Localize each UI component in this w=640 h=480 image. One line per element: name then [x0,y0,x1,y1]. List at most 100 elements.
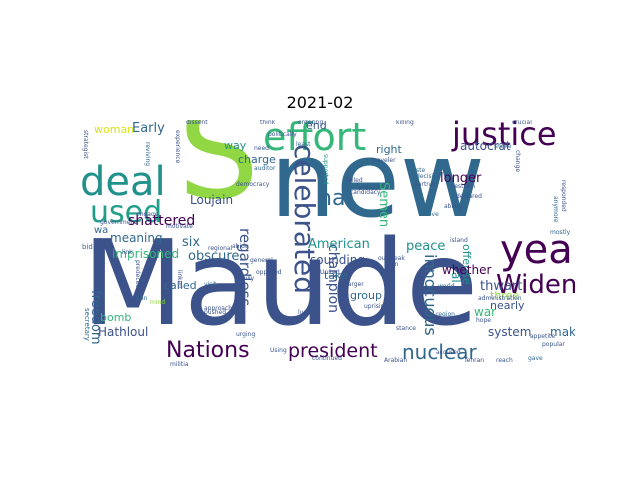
word-region: region [436,311,455,318]
word-move: move [422,211,439,218]
word-bomb: bomb [100,311,132,324]
word-longer: longer [440,171,482,186]
word-stance: stance [396,325,416,332]
word-crucial: crucial [512,120,532,126]
word-link: link [122,249,133,256]
word-regional: regional [208,245,233,252]
word-hasn: hasn [384,261,399,268]
word-innocuous: innocuous [421,254,440,336]
word-strategist: strategist [82,130,89,159]
word-thwart: thwart [480,279,523,294]
word-restrain: restrain [452,183,476,190]
word-partner: partner [414,181,437,188]
word-nations: Nations [166,338,250,363]
word-anymore: anymore [552,196,559,223]
word-auditor: auditor [254,165,276,172]
word-regardless: regardless [236,228,254,307]
word-president: president [288,340,378,362]
word-approach: approach [204,305,233,312]
word-year: year [500,227,575,273]
word-celebrated: celebrated [288,144,321,295]
word-declared: declared [456,193,482,200]
word-system: system [488,325,532,339]
word-engage: engage [136,211,159,218]
word-peace: peace [406,239,446,254]
word-bid: bid [82,243,93,251]
word-candidacy: candidacy [350,189,381,196]
word-early: Early [132,121,165,136]
word-hope: hope [476,317,491,324]
word-failed: failed [346,177,363,184]
word-autocrat: autocrat [460,139,511,153]
word-widen: Widen [496,270,575,300]
word-secretary: secretary [83,308,91,341]
word-meaning: meaning [110,231,163,245]
word-larger: larger [346,281,364,288]
word-experience: experience [174,130,181,164]
word-obscure: obscure [188,249,240,264]
word-take: take [324,269,348,282]
word-group: group [350,289,382,302]
word-killing: killing [396,120,414,126]
word-wa: wa [94,225,109,236]
word-end: end [306,120,327,132]
word-predecessor: predecessor [134,260,141,297]
word-appetite: appetite [530,333,556,340]
word-reach: reach [496,357,513,364]
word-ordering: ordering [298,120,324,126]
word-administration: administration [478,295,522,302]
word-charge: charge [238,153,276,166]
word-nearly: nearly [490,299,525,312]
word-least: least [296,141,311,148]
word-tehran: Tehran [464,357,485,364]
word-mind: mind [150,299,166,306]
word-outbreak: outbreak [378,255,405,262]
word-reviving: reviving [144,142,151,167]
word-decision: decision [416,173,441,180]
word-popular: popular [542,341,565,348]
word-war: war [474,305,497,319]
word-cloud: S Maude new effort justice deal used yea… [80,120,575,368]
word-need: need [254,145,269,152]
word-united: United [320,269,340,276]
word-justice: justice [452,120,557,153]
word-ability: ability [444,203,463,210]
word-using: Using [270,347,287,354]
word-government: government [100,219,137,226]
word-make: make [550,325,575,339]
word-arabian: Arabian [384,357,408,364]
word-new: new [270,120,485,241]
word-ha: ha [318,186,346,211]
word-without: without [358,185,381,192]
word-imprisoned: imprisoned [112,247,180,261]
word-ran: Ran [136,295,148,302]
word-whether: whether [442,263,492,277]
word-uprising: uprising [364,303,389,310]
word-accused: accused [436,349,461,356]
word-mostly: mostly [550,229,571,236]
word-six: six [182,235,201,250]
word-democracy: democracy [236,181,270,188]
word-dissent: dissent [186,120,208,126]
word-pushed: pushed [204,309,227,316]
word-opposed: opposed [256,269,282,276]
word-luxury: luxury [298,309,317,316]
word-lilly: lilly [244,275,255,282]
word-hathloul: Hathloul [98,325,149,339]
word-way: way [224,139,247,152]
word-politically: politically [268,131,297,138]
word-sounding: sounding [310,253,365,267]
word-shake: shake [494,143,512,150]
word-three: three [490,289,520,302]
word-militia: militia [170,361,189,368]
word-traveler: traveler [372,157,396,164]
word-visit: visit [204,281,217,288]
word-general: general [250,257,273,264]
word-s: S [178,120,260,228]
word-right: right [376,143,402,156]
word-effort: effort [263,120,367,159]
word-responded: responded [560,180,567,212]
word-world: world [438,283,455,290]
word-linked: linked [176,270,183,288]
figure-title: 2021-02 [286,93,354,112]
